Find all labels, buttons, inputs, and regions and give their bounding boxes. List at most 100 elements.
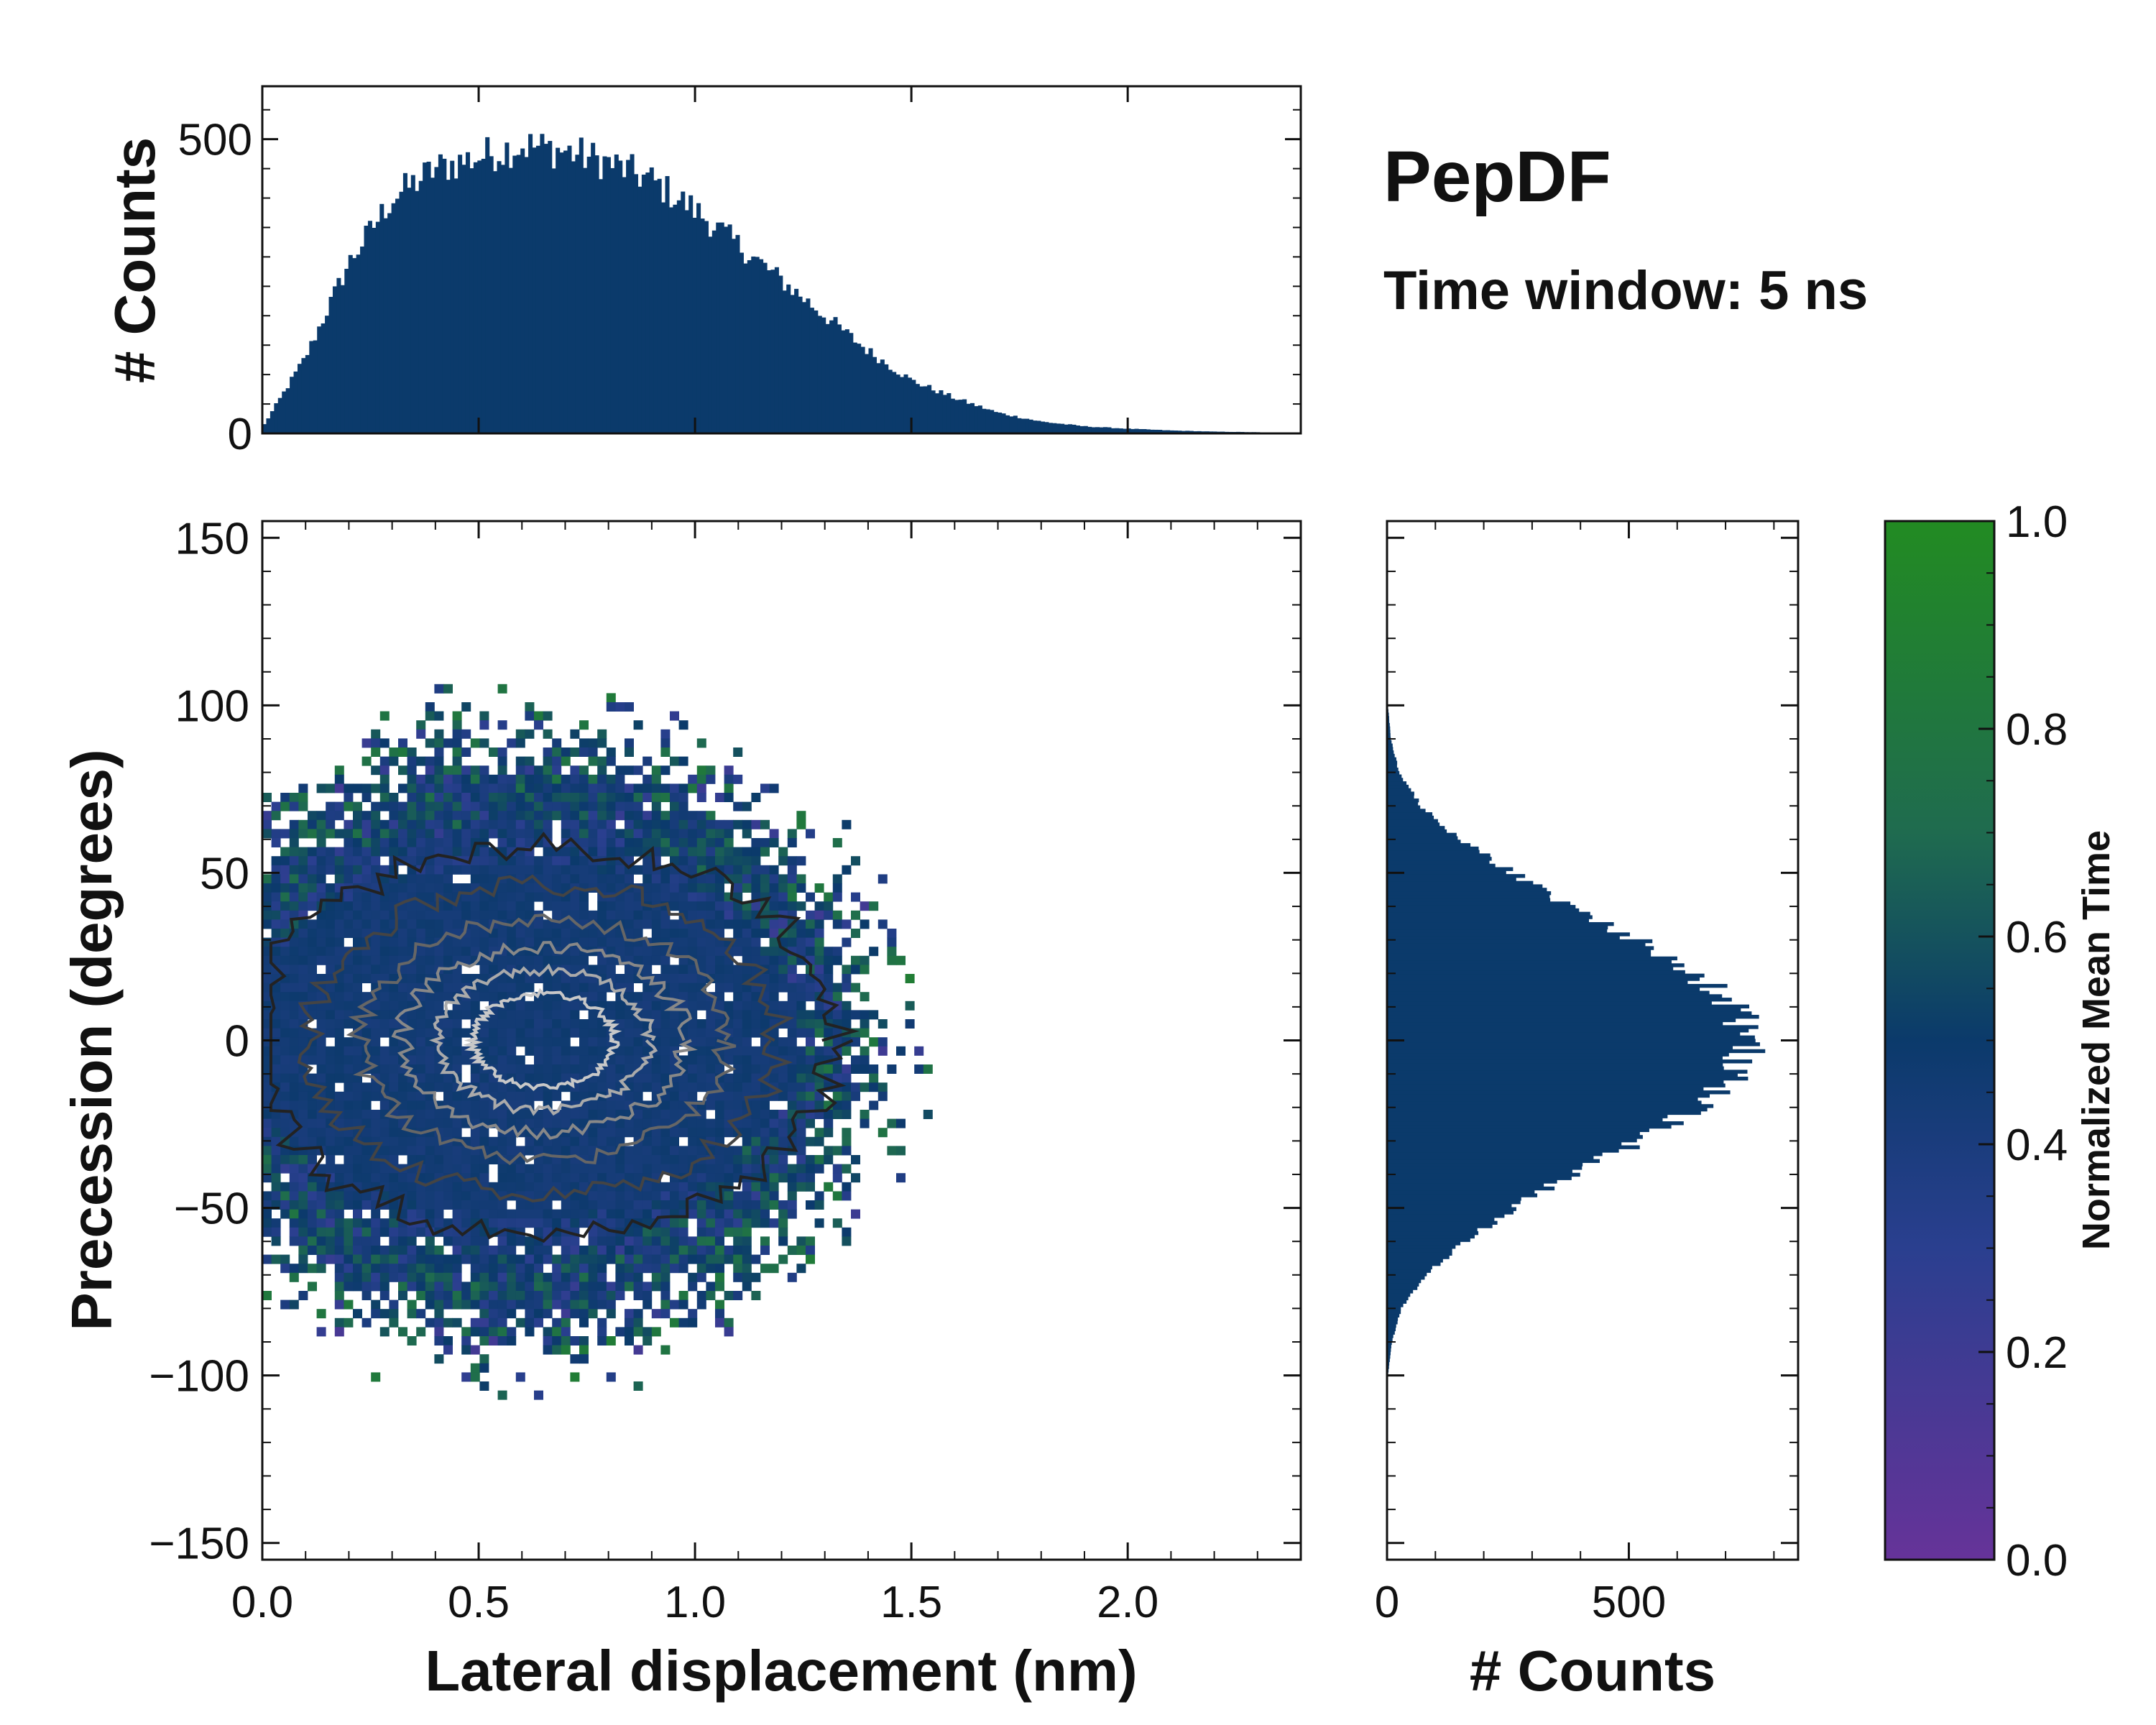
heatmap-cell xyxy=(271,892,281,902)
heatmap-cell xyxy=(334,1327,344,1337)
heatmap-cell xyxy=(515,1209,525,1219)
heatmap-cell xyxy=(416,1209,426,1219)
heatmap-cell xyxy=(316,1073,326,1083)
heatmap-cell xyxy=(515,1200,525,1210)
heatmap-cell xyxy=(525,811,535,821)
heatmap-cell xyxy=(660,1218,671,1228)
heatmap-cell xyxy=(625,1010,634,1020)
heatmap-cell xyxy=(425,1028,435,1038)
heatmap-cell xyxy=(570,1010,580,1020)
heatmap-cell xyxy=(760,1136,770,1146)
heatmap-cell xyxy=(280,801,290,811)
heatmap-cell xyxy=(887,1118,897,1128)
heatmap-cell xyxy=(452,1146,462,1156)
heatmap-cell xyxy=(262,1155,272,1164)
top-histogram-bar xyxy=(473,162,478,433)
heatmap-contour xyxy=(428,963,658,1116)
heatmap-cell xyxy=(461,1327,471,1337)
heatmap-cell xyxy=(724,793,734,802)
heatmap-cell xyxy=(778,1136,788,1146)
heatmap-cell xyxy=(588,1300,598,1310)
heatmap-cell xyxy=(597,1246,607,1255)
heatmap-cell xyxy=(398,929,407,938)
top-histogram-bar xyxy=(657,178,662,434)
top-histogram-bar xyxy=(1134,428,1139,433)
heatmap-cell xyxy=(696,874,706,884)
heatmap-cell xyxy=(670,1300,679,1310)
heatmap-cell xyxy=(262,910,272,920)
heatmap-cell xyxy=(787,1037,797,1047)
top-histogram-bar xyxy=(1083,426,1088,433)
heatmap-cell xyxy=(461,729,471,739)
heatmap-cell xyxy=(334,1209,344,1219)
heatmap-cell xyxy=(407,1309,417,1319)
figure-title: PepDF xyxy=(1383,137,1611,217)
heatmap-cell xyxy=(715,1282,724,1292)
heatmap-cell xyxy=(588,1173,598,1183)
heatmap-cell xyxy=(696,1082,706,1092)
heatmap-cell xyxy=(344,1037,354,1047)
heatmap-cell xyxy=(371,856,381,866)
heatmap-cell xyxy=(308,874,317,884)
heatmap-cell xyxy=(452,765,462,776)
heatmap-cell xyxy=(507,929,517,938)
heatmap-cell xyxy=(389,1246,399,1255)
heatmap-cell xyxy=(452,1264,462,1274)
heatmap-cell xyxy=(262,1254,272,1264)
heatmap-cell xyxy=(642,1191,653,1201)
heatmap-cell xyxy=(832,838,842,847)
heatmap-cell xyxy=(832,919,842,929)
heatmap-cell xyxy=(706,1100,716,1110)
heatmap-cell xyxy=(778,856,788,866)
right-histogram-bar xyxy=(1387,1039,1756,1043)
heatmap-cell xyxy=(525,910,535,920)
right-histogram-bar xyxy=(1387,1282,1419,1287)
heatmap-cell xyxy=(326,1128,336,1138)
heatmap-cell xyxy=(371,829,381,839)
heatmap-cell xyxy=(407,874,417,884)
heatmap-cell xyxy=(353,1164,362,1174)
heatmap-cell xyxy=(851,983,860,993)
heatmap-cell xyxy=(742,1227,752,1237)
heatmap-cell xyxy=(588,1246,598,1255)
top-histogram-bar xyxy=(277,397,282,433)
heatmap-cell xyxy=(298,1254,308,1264)
heatmap-cell xyxy=(326,965,336,975)
heatmap-cell xyxy=(660,1010,671,1020)
heatmap-cell xyxy=(796,1091,806,1101)
heatmap-cell xyxy=(289,1272,299,1282)
heatmap-cell xyxy=(262,892,272,902)
heatmap-cell xyxy=(497,974,507,983)
top-histogram-bar xyxy=(1107,427,1112,433)
top-histogram-bar xyxy=(704,221,709,433)
heatmap-cell xyxy=(416,774,426,784)
top-histogram-bar xyxy=(735,234,740,433)
heatmap-cell xyxy=(678,883,688,893)
right-histogram-bar xyxy=(1387,781,1407,786)
right-histogram-bar xyxy=(1387,857,1492,861)
heatmap-cell xyxy=(416,1037,426,1047)
heatmap-cell xyxy=(497,1173,507,1183)
heatmap-cell xyxy=(715,1264,724,1274)
heatmap-cell xyxy=(326,1028,336,1038)
heatmap-cell xyxy=(262,1000,272,1011)
heatmap-cell xyxy=(461,1209,471,1219)
heatmap-cell xyxy=(361,992,372,1002)
top-histogram-bar xyxy=(747,260,752,433)
heatmap-cell xyxy=(379,992,390,1002)
heatmap-cell xyxy=(905,1000,915,1011)
heatmap-cell xyxy=(660,929,671,938)
heatmap-cell xyxy=(561,1182,571,1192)
heatmap-cell xyxy=(806,1155,815,1164)
top-histogram-bar xyxy=(782,290,787,433)
heatmap-cell xyxy=(832,1091,842,1101)
heatmap-cell xyxy=(724,819,734,829)
top-histogram-bar xyxy=(1079,426,1084,433)
heatmap-cell xyxy=(561,883,571,893)
heatmap-cell xyxy=(651,874,661,884)
heatmap-cell xyxy=(262,874,272,884)
heatmap-cell xyxy=(760,974,770,983)
heatmap-cell xyxy=(670,1146,679,1156)
heatmap-cell xyxy=(461,765,471,776)
heatmap-cell xyxy=(561,1164,571,1174)
